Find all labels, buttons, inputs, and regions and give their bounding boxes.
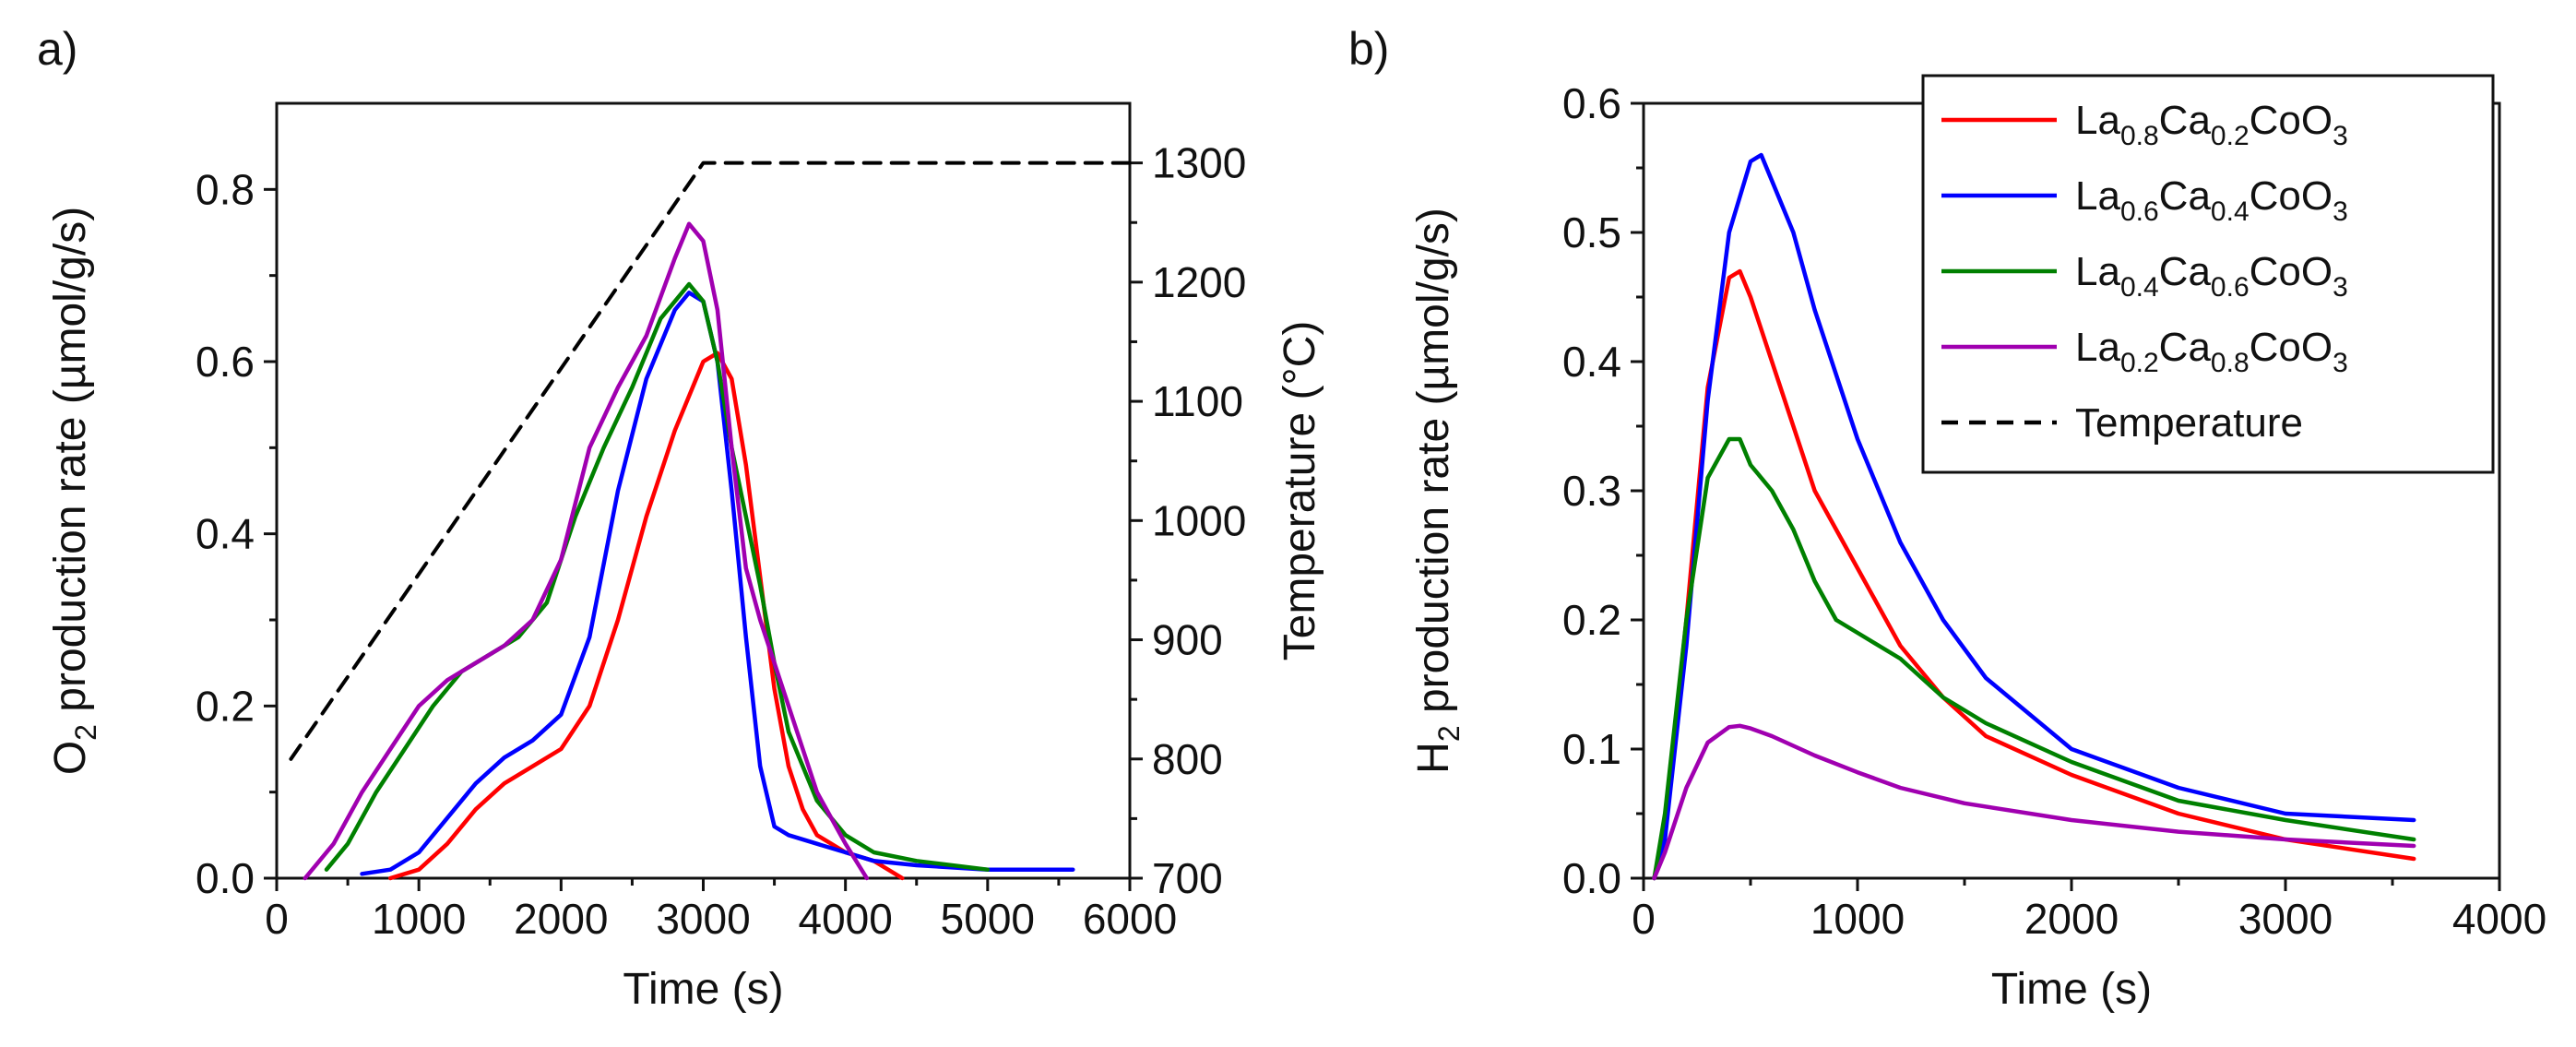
panel-a-y-tick-label: 0.8: [196, 165, 255, 213]
legend-label-part: CoO: [2250, 325, 2333, 370]
panel-a-series-la0-6ca0-4coo3: [360, 291, 1075, 876]
legend-label-la0-6ca0-4coo3: La0.6Ca0.4CoO3: [2075, 173, 2348, 227]
panel-b-y-tick-label: 0.0: [1562, 854, 1621, 902]
panel-b-y-tick-label: 0.6: [1562, 79, 1621, 127]
panel-a-y-tick-label: 0.2: [196, 682, 255, 730]
legend-label-part: CoO: [2250, 249, 2333, 294]
panel-a-x-tick-label: 5000: [941, 895, 1035, 943]
panel-b-y-axis-title-part: H: [1409, 742, 1458, 774]
panel-a-y2-tick-label: 1200: [1152, 258, 1246, 306]
legend-label-part: La: [2075, 98, 2120, 143]
panel-a-x-tick-label: 6000: [1083, 895, 1177, 943]
legend-label-part: Ca: [2159, 98, 2212, 143]
panel-b-y-tick-label: 0.1: [1562, 725, 1621, 773]
legend: La0.8Ca0.2CoO3La0.6Ca0.4CoO3La0.4Ca0.6Co…: [1921, 74, 2495, 474]
panel-a-y-tick-label: 0.0: [196, 854, 255, 902]
panel-b-x-tick-label: 0: [1632, 895, 1656, 943]
panel-b-y-tick-label: 0.3: [1562, 467, 1621, 515]
panel-b-y-axis-title-part: production rate (µmol/g/s): [1409, 208, 1458, 725]
panel-b-x-tick-label: 3000: [2238, 895, 2333, 943]
legend-label-part: La: [2075, 249, 2120, 294]
panel-a-y-axis-title: O2 production rate (µmol/g/s): [46, 207, 102, 775]
panel-a-y2-tick-label: 1100: [1152, 377, 1243, 425]
legend-label-la0-4ca0-6coo3: La0.4Ca0.6CoO3: [2075, 249, 2348, 303]
panel-a-y-axis-title-part: production rate (µmol/g/s): [46, 207, 95, 724]
legend-label-part: La: [2075, 173, 2120, 219]
panel-a-y2-tick-label: 800: [1152, 735, 1223, 783]
panel-b-y-axis-title-subscript: 2: [1432, 725, 1466, 742]
panel-a-x-tick-label: 1000: [372, 895, 466, 943]
legend-label-part: 0.2: [2120, 348, 2159, 378]
panel-b-x-tick-label: 2000: [2024, 895, 2119, 943]
panel-a-series-la0-8ca0-2coo3: [388, 351, 905, 881]
legend-label-temperature: Temperature: [2075, 400, 2303, 446]
legend-label-part: La: [2075, 325, 2120, 370]
panel-a-y2-tick-label: 1300: [1152, 139, 1246, 187]
panel-b-y-tick-label: 0.4: [1562, 338, 1621, 386]
legend-label-part: Temperature: [2075, 400, 2303, 446]
legend-label-part: CoO: [2250, 98, 2333, 143]
panel-b-series-la0-4ca0-6coo3: [1652, 436, 2416, 881]
panel-a-chart: 0 1000 2000 3000 4000 5000 6000 0.0 0.2 0.4 0.6 0.8…: [37, 23, 1324, 1014]
panel-b-series-la0-2ca0-8coo3: [1652, 723, 2416, 881]
legend-label-part: 0.4: [2211, 196, 2250, 227]
panel-a-y-axis-title-part: O: [46, 741, 95, 775]
legend-label-part: 0.8: [2211, 348, 2250, 378]
panel-a-series-la0-2ca0-8coo3: [303, 221, 870, 881]
panel-b-x-tick-label: 1000: [1810, 895, 1905, 943]
legend-label-part: 3: [2333, 196, 2348, 227]
panel-b-y-tick-label: 0.5: [1562, 208, 1621, 256]
panel-a-plot-frame: [275, 101, 1132, 880]
panel-b-y-axis-title: H2 production rate (µmol/g/s): [1409, 208, 1466, 774]
panel-a-x-tick-label: 4000: [798, 895, 892, 943]
legend-label-part: CoO: [2250, 173, 2333, 219]
panel-a-y2-axis-title: Temperature (°C): [1276, 321, 1324, 661]
panel-b-y-tick-label: 0.2: [1562, 596, 1621, 644]
legend-label-part: 3: [2333, 121, 2348, 151]
legend-label-part: Ca: [2159, 325, 2212, 370]
panel-a-series-la0-4ca0-6coo3: [324, 281, 991, 872]
legend-label-la0-8ca0-2coo3: La0.8Ca0.2CoO3: [2075, 98, 2348, 151]
legend-label-part: 3: [2333, 348, 2348, 378]
panel-b-x-tick-label: 4000: [2452, 895, 2546, 943]
panel-a-label: a): [37, 23, 77, 75]
legend-label-part: Ca: [2159, 173, 2212, 219]
legend-label-part: 0.6: [2120, 196, 2159, 227]
legend-label-part: Ca: [2159, 249, 2212, 294]
panel-a-y-axis-title-subscript: 2: [69, 724, 102, 741]
legend-label-part: 3: [2333, 272, 2348, 303]
panel-a-x-tick-label: 0: [265, 895, 289, 943]
legend-label-la0-2ca0-8coo3: La0.2Ca0.8CoO3: [2075, 325, 2348, 378]
legend-label-part: 0.6: [2211, 272, 2250, 303]
panel-a-y2-tick-label: 700: [1152, 854, 1223, 902]
panel-a-x-tick-label: 3000: [656, 895, 750, 943]
panel-a-series-temperature: [289, 161, 1132, 761]
panel-b-x-axis-title: Time (s): [1991, 965, 2152, 1014]
legend-box: [1921, 74, 2495, 474]
panel-a-y2-tick-label: 900: [1152, 616, 1223, 664]
panel-a-y-tick-label: 0.6: [196, 338, 255, 386]
panel-a-x-tick-label: 2000: [514, 895, 608, 943]
panel-a-x-axis-title: Time (s): [623, 965, 783, 1014]
panel-a-y-tick-label: 0.4: [196, 510, 255, 558]
panel-b-series-la0-6ca0-4coo3: [1652, 152, 2416, 881]
legend-label-part: 0.8: [2120, 121, 2159, 151]
legend-label-part: 0.4: [2120, 272, 2159, 303]
legend-label-part: 0.2: [2211, 121, 2250, 151]
panel-b-label: b): [1348, 23, 1389, 75]
panel-a-y2-tick-label: 1000: [1152, 496, 1246, 544]
